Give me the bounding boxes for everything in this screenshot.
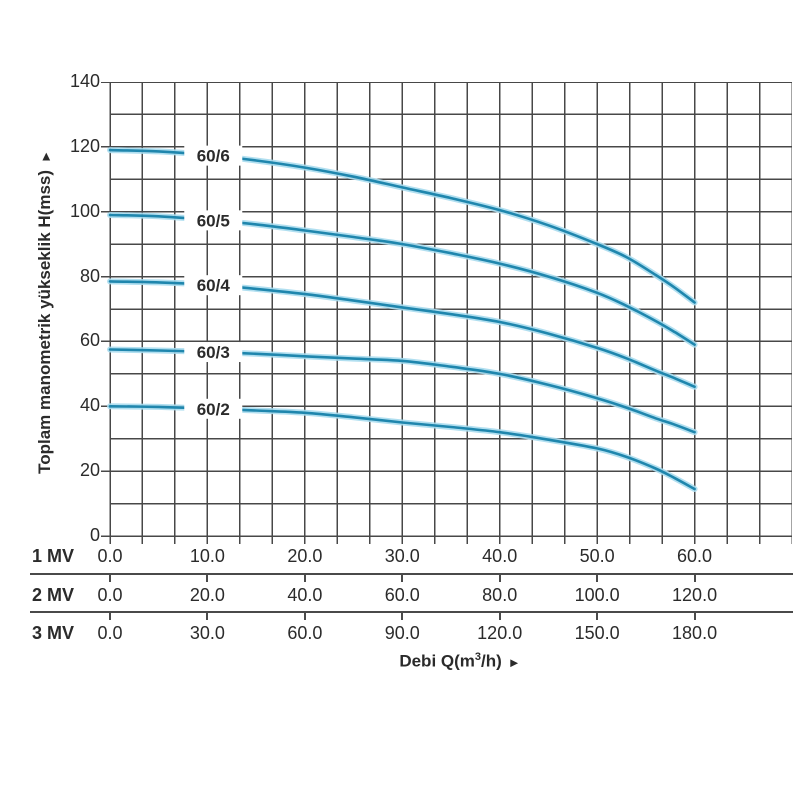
separator-tick bbox=[303, 611, 306, 620]
curve-label-halo bbox=[184, 275, 243, 296]
curve-label-halo bbox=[184, 398, 243, 419]
x-tick-2mv-100.0: 100.0 bbox=[574, 585, 620, 605]
x-tick-1mv-50.0: 50.0 bbox=[579, 546, 615, 566]
x-axis-title-text: Debi Q(m bbox=[399, 651, 475, 671]
separator-tick bbox=[596, 611, 599, 620]
separator-tick bbox=[596, 573, 599, 582]
x-axis-row-1mv: 1 MV 0.0 10.0 20.0 30.0 40.0 50.0 60.0 bbox=[0, 546, 800, 568]
x-tick-2mv-120.0: 120.0 bbox=[672, 585, 718, 605]
x-tick-1mv-20.0: 20.0 bbox=[287, 546, 323, 566]
y-tick-label-140: 140 bbox=[69, 71, 100, 91]
x-tick-1mv-0.0: 0.0 bbox=[97, 546, 123, 566]
x-axis-row-name-3mv: 3 MV bbox=[32, 623, 75, 643]
x-tick-2mv-60.0: 60.0 bbox=[384, 585, 420, 605]
x-axis-title: Debi Q(m3/h) ► bbox=[310, 651, 610, 672]
x-tick-3mv-30.0: 30.0 bbox=[189, 623, 225, 643]
curve-label-60/4: 60/4 bbox=[197, 276, 231, 295]
y-tick-label-100: 100 bbox=[69, 200, 100, 221]
x-tick-2mv-0.0: 0.0 bbox=[97, 585, 123, 605]
x-axis-row-3mv: 3 MV 0.0 30.0 60.0 90.0 120.0 150.0 180.0 bbox=[0, 623, 800, 645]
x-tick-3mv-180.0: 180.0 bbox=[672, 623, 718, 643]
y-tick-label-80: 80 bbox=[79, 265, 100, 286]
x-axis-title-suffix: /h) bbox=[481, 651, 502, 671]
x-tick-2mv-20.0: 20.0 bbox=[189, 585, 225, 605]
curve-label-halo bbox=[184, 145, 243, 166]
y-axis-title: Toplam manometrik yükseklik H(mss)► bbox=[35, 122, 57, 502]
x-axis-row-2mv: 2 MV 0.0 20.0 40.0 60.0 80.0 100.0 120.0 bbox=[0, 585, 800, 607]
separator-tick bbox=[498, 573, 501, 582]
separator-tick bbox=[206, 573, 209, 582]
x-tick-1mv-60.0: 60.0 bbox=[677, 546, 713, 566]
curve-label-60/5: 60/5 bbox=[197, 211, 230, 230]
y-tick-label-20: 20 bbox=[79, 460, 100, 481]
separator-tick bbox=[693, 611, 696, 620]
x-tick-1mv-10.0: 10.0 bbox=[189, 546, 225, 566]
x-tick-3mv-150.0: 150.0 bbox=[574, 623, 620, 643]
curve-label-60/6: 60/6 bbox=[197, 147, 230, 166]
curve-label-halo bbox=[184, 210, 243, 231]
x-tick-3mv-60.0: 60.0 bbox=[287, 623, 323, 643]
row-separator-1 bbox=[30, 573, 793, 575]
x-tick-2mv-40.0: 40.0 bbox=[287, 585, 323, 605]
separator-tick bbox=[401, 573, 404, 582]
y-tick-label-60: 60 bbox=[79, 330, 100, 351]
x-axis-row-name-2mv: 2 MV bbox=[32, 585, 75, 605]
separator-tick bbox=[109, 611, 111, 620]
separator-tick bbox=[206, 611, 209, 620]
x-tick-2mv-80.0: 80.0 bbox=[482, 585, 518, 605]
right-arrow-icon: ► bbox=[507, 654, 521, 670]
curve-label-halo bbox=[184, 342, 243, 363]
x-tick-1mv-30.0: 30.0 bbox=[384, 546, 420, 566]
separator-tick bbox=[498, 611, 501, 620]
x-axis-title-sup: 3 bbox=[474, 651, 482, 663]
separator-tick bbox=[303, 573, 306, 582]
x-tick-1mv-40.0: 40.0 bbox=[482, 546, 518, 566]
separator-tick bbox=[693, 573, 696, 582]
x-axis-row-name-1mv: 1 MV bbox=[32, 546, 75, 566]
y-tick-label-120: 120 bbox=[69, 135, 100, 156]
curve-label-60/2: 60/2 bbox=[197, 400, 230, 419]
x-tick-3mv-0.0: 0.0 bbox=[97, 623, 123, 643]
x-tick-3mv-90.0: 90.0 bbox=[384, 623, 420, 643]
curve-label-60/3: 60/3 bbox=[197, 343, 230, 362]
curve-labels: 60/6 60/5 60/4 60/3 60/2 bbox=[184, 145, 243, 419]
separator-tick bbox=[401, 611, 404, 620]
chart-plot-svg: 60/6 60/5 60/4 60/3 60/2 bbox=[101, 82, 792, 544]
grid-lines bbox=[101, 82, 792, 544]
y-tick-label-0: 0 bbox=[89, 525, 100, 545]
row-separator-2 bbox=[30, 611, 793, 613]
separator-tick bbox=[109, 573, 111, 582]
x-tick-3mv-120.0: 120.0 bbox=[477, 623, 523, 643]
y-tick-label-40: 40 bbox=[79, 395, 100, 416]
